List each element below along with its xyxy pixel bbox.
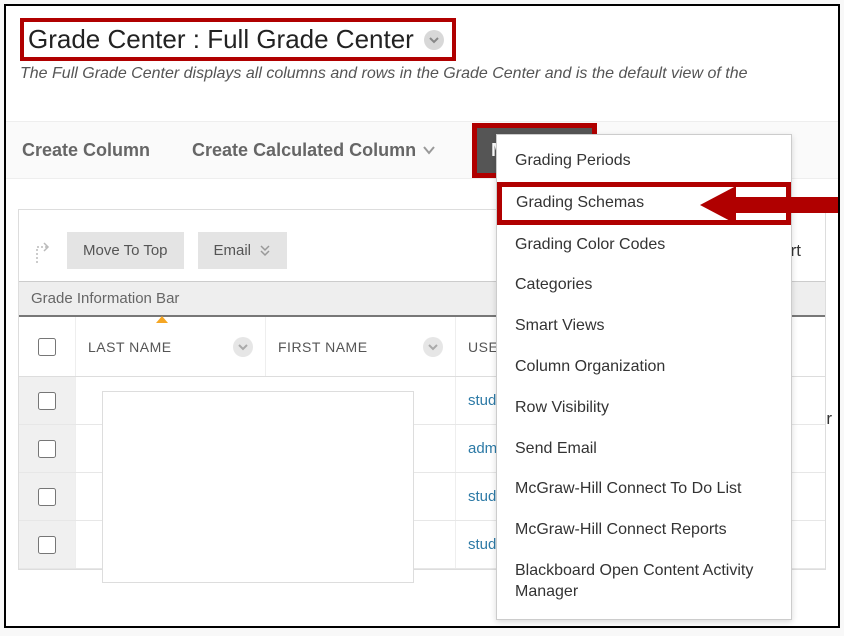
col-username-label: USE [468, 339, 498, 355]
select-all-cell [19, 338, 75, 356]
create-column-label: Create Column [22, 140, 150, 161]
page-title-wrap: Grade Center : Full Grade Center [20, 18, 456, 61]
email-label: Email [214, 242, 252, 259]
order-label-fragment: r [826, 409, 832, 429]
menu-grading-color-codes[interactable]: Grading Color Codes [497, 225, 791, 266]
create-calculated-label: Create Calculated Column [192, 140, 416, 161]
row-checkbox[interactable] [38, 392, 56, 410]
chevron-down-icon [422, 143, 436, 157]
row-checkbox[interactable] [38, 536, 56, 554]
move-to-top-label: Move To Top [83, 242, 168, 259]
column-menu-icon[interactable] [233, 337, 253, 357]
redaction-overlay [102, 391, 414, 583]
reorder-icon [33, 237, 53, 265]
col-last-name[interactable]: LAST NAME [75, 317, 265, 376]
menu-send-email[interactable]: Send Email [497, 429, 791, 470]
move-to-top-button[interactable]: Move To Top [67, 232, 184, 269]
create-column-button[interactable]: Create Column [16, 130, 156, 171]
menu-mcgraw-reports[interactable]: McGraw-Hill Connect Reports [497, 510, 791, 551]
page-title: Grade Center : Full Grade Center [28, 24, 414, 55]
row-checkbox[interactable] [38, 488, 56, 506]
header: Grade Center : Full Grade Center The Ful… [6, 6, 838, 89]
create-calculated-column-button[interactable]: Create Calculated Column [186, 130, 442, 171]
row-checkbox[interactable] [38, 440, 56, 458]
menu-blackboard-activity[interactable]: Blackboard Open Content Activity Manager [497, 551, 791, 613]
menu-smart-views[interactable]: Smart Views [497, 306, 791, 347]
double-chevron-down-icon [259, 244, 271, 258]
page-subtitle: The Full Grade Center displays all colum… [20, 65, 824, 83]
col-first-name-label: FIRST NAME [278, 339, 368, 355]
col-first-name[interactable]: FIRST NAME [265, 317, 455, 376]
sort-ascending-icon [156, 316, 168, 323]
select-all-checkbox[interactable] [38, 338, 56, 356]
menu-row-visibility[interactable]: Row Visibility [497, 388, 791, 429]
annotation-arrow-icon [700, 182, 840, 226]
menu-mcgraw-todo[interactable]: McGraw-Hill Connect To Do List [497, 469, 791, 510]
email-button[interactable]: Email [198, 232, 288, 269]
grade-center-page: Grade Center : Full Grade Center The Ful… [4, 4, 840, 628]
menu-column-organization[interactable]: Column Organization [497, 347, 791, 388]
menu-grading-periods[interactable]: Grading Periods [497, 141, 791, 182]
menu-categories[interactable]: Categories [497, 265, 791, 306]
title-context-menu-icon[interactable] [424, 30, 444, 50]
col-last-name-label: LAST NAME [88, 339, 172, 355]
column-menu-icon[interactable] [423, 337, 443, 357]
